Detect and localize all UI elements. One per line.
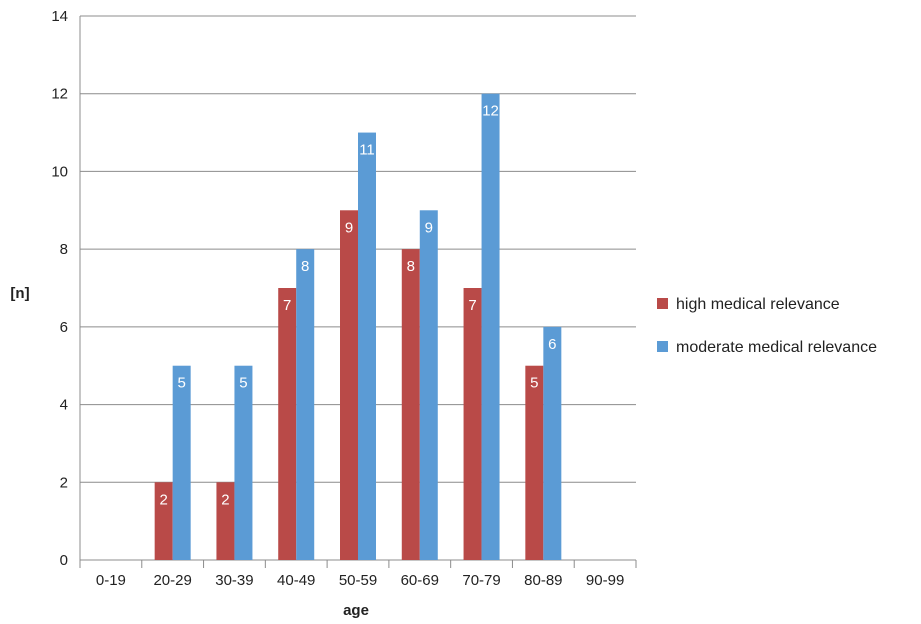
y-tick-label: 2 — [60, 474, 68, 491]
y-tick-label: 4 — [60, 397, 68, 414]
bar-high-20-29 — [154, 482, 173, 560]
bar-data-labels: 2 2 7 9 8 7 5 5 5 8 11 9 12 6 — [159, 103, 556, 509]
y-axis-label: [n] — [10, 285, 29, 302]
bar-high-40-49 — [278, 288, 297, 560]
bar-data-label: 7 — [283, 297, 291, 314]
x-tick-label: 60-69 — [401, 572, 439, 589]
x-axis-ticks: 0-19 20-29 30-39 40-49 50-59 60-69 70-79 80-89 9… — [79, 560, 637, 589]
bars — [154, 93, 562, 561]
legend-swatch-moderate — [657, 341, 668, 352]
bar-data-label: 9 — [345, 219, 353, 236]
bar-data-label: 8 — [301, 258, 309, 275]
bar-data-label: 12 — [482, 103, 499, 120]
y-tick-label: 14 — [51, 8, 68, 25]
x-axis-label: age — [343, 602, 369, 619]
legend-swatch-high — [657, 298, 668, 309]
y-tick-label: 12 — [51, 86, 68, 103]
x-tick-label: 20-29 — [153, 572, 191, 589]
bar-moderate-80-89 — [543, 326, 562, 560]
y-axis-ticks: 0 2 4 6 8 10 12 14 — [51, 8, 68, 569]
bar-high-60-69 — [401, 249, 420, 560]
y-tick-label: 0 — [60, 552, 68, 569]
legend-label-high: high medical relevance — [676, 296, 840, 313]
bar-high-50-59 — [340, 210, 358, 561]
bar-data-label: 11 — [359, 142, 375, 159]
bar-moderate-60-69 — [419, 210, 438, 561]
x-tick-label: 90-99 — [586, 572, 624, 589]
y-tick-label: 8 — [60, 241, 68, 258]
bar-moderate-20-29 — [172, 365, 191, 560]
bar-data-label: 6 — [548, 336, 556, 353]
bar-moderate-70-79 — [481, 93, 500, 560]
bar-moderate-30-39 — [234, 365, 253, 560]
bar-moderate-50-59 — [358, 132, 376, 561]
x-tick-label: 40-49 — [277, 572, 315, 589]
y-tick-label: 10 — [51, 163, 68, 180]
bar-data-label: 5 — [177, 375, 185, 392]
bar-moderate-40-49 — [296, 249, 315, 560]
bar-data-label: 8 — [407, 258, 415, 275]
bar-data-label: 2 — [159, 491, 167, 508]
x-tick-label: 70-79 — [462, 572, 500, 589]
bar-high-80-89 — [525, 365, 544, 560]
legend-label-moderate: moderate medical relevance — [676, 339, 877, 356]
x-tick-label: 30-39 — [215, 572, 253, 589]
x-tick-label: 0-19 — [96, 572, 126, 589]
bar-data-label: 7 — [468, 297, 476, 314]
bar-data-label: 5 — [530, 375, 538, 392]
bar-data-label: 5 — [239, 375, 247, 392]
bar-high-30-39 — [216, 482, 235, 560]
x-tick-label: 80-89 — [524, 572, 562, 589]
bar-high-70-79 — [463, 288, 482, 560]
bar-data-label: 9 — [425, 219, 433, 236]
x-tick-label: 50-59 — [339, 572, 377, 589]
legend: high medical relevance moderate medical … — [657, 296, 877, 356]
bar-data-label: 2 — [221, 491, 229, 508]
y-tick-label: 6 — [60, 319, 68, 336]
